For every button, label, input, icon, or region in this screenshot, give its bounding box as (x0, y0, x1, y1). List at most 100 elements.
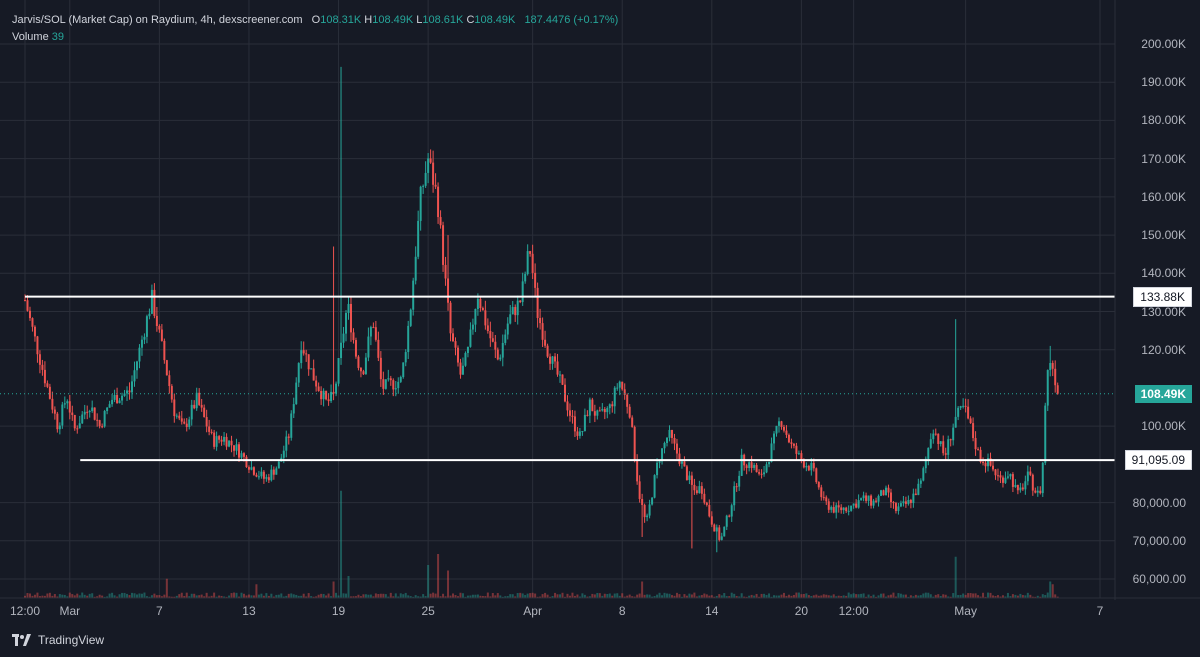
candle-body (265, 477, 268, 479)
last-price-tag: 108.49K (1134, 384, 1192, 403)
candle-body (810, 462, 813, 471)
candle-body (912, 493, 915, 504)
candle-body (121, 395, 124, 401)
candle-body (680, 461, 683, 464)
candle-body (802, 460, 805, 468)
volume-bar (884, 596, 887, 598)
volume-bar (653, 595, 656, 598)
candle-body (180, 418, 183, 422)
candle-body (626, 394, 629, 407)
volume-bar (429, 593, 432, 598)
volume-bar (442, 593, 445, 598)
volume-bar (765, 594, 768, 598)
volume-bar (193, 593, 196, 598)
candle-body (795, 445, 798, 454)
volume-bar (753, 595, 756, 598)
candle-body (982, 461, 985, 463)
volume-bar (598, 593, 601, 598)
candle-body (163, 340, 166, 361)
volume-bar (466, 595, 469, 598)
volume-bar (86, 595, 89, 598)
volume-bar (407, 595, 410, 598)
volume-bar (867, 594, 870, 598)
volume-bar (210, 595, 213, 598)
candle-body (932, 433, 935, 440)
candle-body (703, 493, 706, 503)
volume-bar (586, 596, 589, 598)
volume-bar (693, 592, 696, 598)
candle-body (563, 384, 566, 402)
candle-body (924, 458, 927, 469)
volume-bar (228, 595, 231, 598)
volume-bar (792, 594, 795, 598)
volume-bar (638, 593, 641, 598)
candle-body (666, 437, 669, 443)
candle-body (51, 398, 54, 410)
volume-bar (735, 596, 738, 598)
volume-bar (218, 595, 221, 598)
candle-body (389, 378, 392, 381)
volume-bar (1044, 594, 1047, 598)
candle-body (73, 415, 76, 429)
volume-bar (345, 593, 348, 598)
candle-body (797, 453, 800, 455)
volume-bar (994, 596, 997, 598)
volume-bar (101, 595, 104, 598)
volume-bar (275, 594, 278, 598)
candle-body (1009, 474, 1012, 477)
volume-bar (267, 595, 270, 598)
candle-body (695, 490, 698, 494)
candle-body (345, 312, 348, 334)
volume-bar (78, 595, 81, 598)
volume-bar (175, 595, 178, 598)
volume-bar (1054, 594, 1057, 598)
volume-bar (573, 595, 576, 598)
price-tick-label: 160.00K (1141, 189, 1186, 204)
volume-bar (922, 593, 925, 598)
candle-body (1024, 481, 1027, 490)
volume-bar (875, 596, 878, 598)
candle-body (466, 346, 469, 353)
volume-bar (987, 592, 990, 598)
time-tick-label: 20 (794, 604, 809, 618)
volume-bar (860, 593, 863, 598)
candle-body (335, 383, 338, 394)
candle-body (24, 300, 26, 302)
candle-body (133, 370, 136, 382)
candle-body (442, 225, 445, 265)
candle-body (292, 404, 295, 414)
volume-bar (616, 593, 619, 598)
candle-body (220, 439, 223, 442)
candle-body (887, 487, 890, 493)
volume-bar (817, 595, 820, 598)
volume-bar (531, 592, 534, 598)
candle-body (524, 274, 527, 282)
candle-body (775, 425, 778, 434)
candle-body (1034, 490, 1037, 493)
candle-body (285, 436, 288, 451)
volume-bar (651, 596, 654, 598)
candle-body (320, 390, 323, 400)
price-tick-label: 130.00K (1141, 304, 1186, 319)
volume-bar (235, 592, 238, 598)
candle-body (723, 526, 726, 537)
candle-body (780, 421, 783, 427)
candle-body (907, 499, 910, 504)
candle-body (768, 461, 771, 465)
candle-body (327, 399, 330, 402)
volume-bar (740, 593, 743, 598)
candle-body (203, 407, 206, 417)
volume-bar (827, 595, 830, 598)
candle-body (902, 501, 905, 504)
volume-bar (626, 595, 629, 598)
candle-body (855, 503, 858, 508)
tradingview-brand[interactable]: TradingView (12, 633, 104, 647)
candle-body (424, 172, 427, 186)
candle-body (53, 409, 56, 414)
volume-bar (422, 594, 425, 598)
candle-body (566, 401, 569, 411)
candle-body (822, 497, 825, 499)
volume-bar (452, 593, 455, 598)
candle-body (183, 421, 186, 424)
